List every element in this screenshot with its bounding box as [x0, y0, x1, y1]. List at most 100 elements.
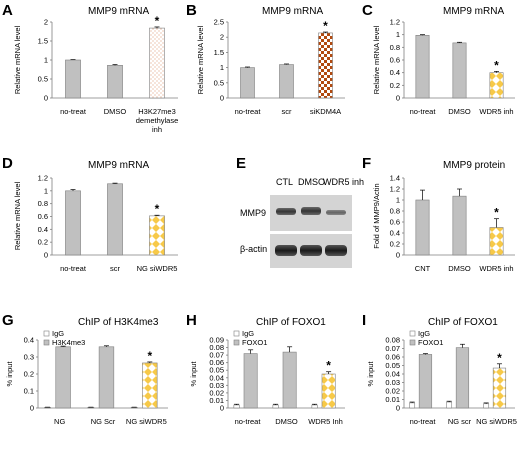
panel-letter-i: I [362, 312, 366, 329]
y-tick-label: 0.4 [24, 336, 34, 345]
bar-target [55, 346, 71, 409]
y-axis-label: Fold of MMP9/Actin [372, 183, 381, 248]
bar [107, 183, 123, 256]
category-label: NG Scr [91, 417, 116, 426]
category-label: scr [110, 264, 121, 273]
blot-band-mmp9-dmso [301, 207, 321, 215]
y-tick-label: 0.5 [214, 78, 224, 87]
category-label: no-treat [60, 264, 87, 273]
category-label: NG scr [448, 417, 472, 426]
bar-target [492, 367, 507, 409]
bar-target [98, 346, 115, 409]
y-tick-label: 0.01 [385, 395, 400, 404]
significance-star: * [494, 58, 499, 72]
category-label: demethylase [136, 116, 179, 125]
y-tick-label: 0.01 [209, 396, 224, 405]
legend-swatch [43, 339, 50, 346]
panel-letter-a: A [2, 2, 13, 19]
y-tick-label: 2 [220, 33, 224, 42]
legend-swatch [233, 330, 240, 337]
y-tick-label: 0.2 [24, 370, 34, 379]
panel-f-mmp9-protein: F MMP9 protein Fold of MMP9/Actin 0 0.2 0.4 0.… [362, 155, 515, 273]
y-tick-label: 0.6 [38, 212, 48, 221]
panel-letter-e: E [236, 155, 246, 172]
panel-letter-b: B [186, 2, 197, 19]
bar [279, 64, 294, 99]
blot-lane-ctl: CTL [276, 177, 293, 187]
bar [149, 27, 165, 99]
category-label: WDR5 inh [479, 107, 513, 116]
y-tick-label: 1 [220, 63, 224, 72]
legend-swatch [233, 339, 240, 346]
y-tick-label: 0 [44, 94, 48, 103]
bar-igg [311, 404, 318, 409]
panel-letter-f: F [362, 155, 371, 172]
bar-target [243, 353, 258, 409]
y-tick-label: 1.5 [38, 37, 48, 46]
y-axis-label: Relative mRNA level [196, 25, 205, 94]
significance-star: * [147, 349, 152, 363]
y-tick-label: 0.5 [38, 75, 48, 84]
y-tick-label: 0.4 [38, 225, 48, 234]
y-tick-label: 0.8 [38, 199, 48, 208]
category-label: no-treat [60, 107, 87, 116]
significance-star: * [323, 19, 328, 33]
chart-title: ChIP of H3K4me3 [78, 317, 159, 328]
y-tick-label: 0 [396, 404, 400, 413]
blot-band-actin-ctl [275, 245, 297, 256]
significance-star: * [494, 206, 499, 220]
y-tick-label: 0.06 [209, 358, 224, 367]
blot-band-actin-wdr5-inh [325, 245, 347, 256]
category-label: NG siWDR5 [126, 417, 167, 426]
y-tick-label: 0.6 [390, 56, 400, 65]
bar-igg [483, 403, 490, 409]
legend-entry: H3K4me3 [52, 338, 85, 347]
y-tick-label: 0.6 [390, 218, 400, 227]
y-axis-label: % input [189, 361, 198, 387]
chart-title: ChIP of FOXO1 [428, 317, 498, 328]
bar-target [418, 354, 433, 409]
bar-target [282, 351, 297, 409]
chart-title: MMP9 mRNA [443, 6, 504, 17]
panel-e-western-blot: E CTL DMSO WDR5 inh MMP9 β-actin [236, 155, 364, 268]
y-tick-label: 1.4 [390, 174, 400, 183]
bar-igg [233, 404, 240, 409]
y-tick-label: 0.08 [385, 336, 400, 345]
category-label: DMSO [275, 417, 298, 426]
bar-target [321, 373, 336, 409]
category-label: inh [152, 125, 162, 134]
category-label: NG siWDR5 [476, 417, 517, 426]
bar [318, 32, 333, 99]
y-tick-label: 0.3 [24, 353, 34, 362]
y-tick-label: 0 [396, 94, 400, 103]
category-label: WDR5 inh [479, 264, 513, 273]
bar [65, 190, 81, 256]
legend-entry: FOXO1 [418, 338, 443, 347]
chart-title: MMP9 protein [443, 160, 505, 171]
y-tick-label: 0.8 [390, 207, 400, 216]
y-tick-label: 0 [220, 94, 224, 103]
y-tick-label: 1 [44, 56, 48, 65]
y-tick-label: 0.4 [390, 68, 400, 77]
y-tick-label: 0 [44, 251, 48, 260]
bar [240, 67, 255, 99]
blot-lane-wdr5-inh: WDR5 inh [323, 177, 364, 187]
y-tick-label: 0 [220, 404, 224, 413]
panel-letter-h: H [186, 312, 197, 329]
significance-star: * [155, 14, 160, 28]
legend-entry: FOXO1 [242, 338, 267, 347]
y-tick-label: 0.04 [209, 373, 224, 382]
y-tick-label: 0.8 [390, 43, 400, 52]
category-label: DMSO [448, 264, 471, 273]
category-label: H3K27me3 [138, 107, 176, 116]
category-label: scr [282, 107, 293, 116]
y-tick-label: 0.06 [385, 353, 400, 362]
y-tick-label: 1 [44, 186, 48, 195]
y-axis-label: Relative mRNA level [13, 181, 22, 250]
category-label: DMSO [448, 107, 471, 116]
y-tick-label: 0.04 [385, 370, 400, 379]
legend-swatch [43, 330, 50, 337]
y-tick-label: 1.2 [390, 18, 400, 27]
category-label: CNT [415, 264, 431, 273]
